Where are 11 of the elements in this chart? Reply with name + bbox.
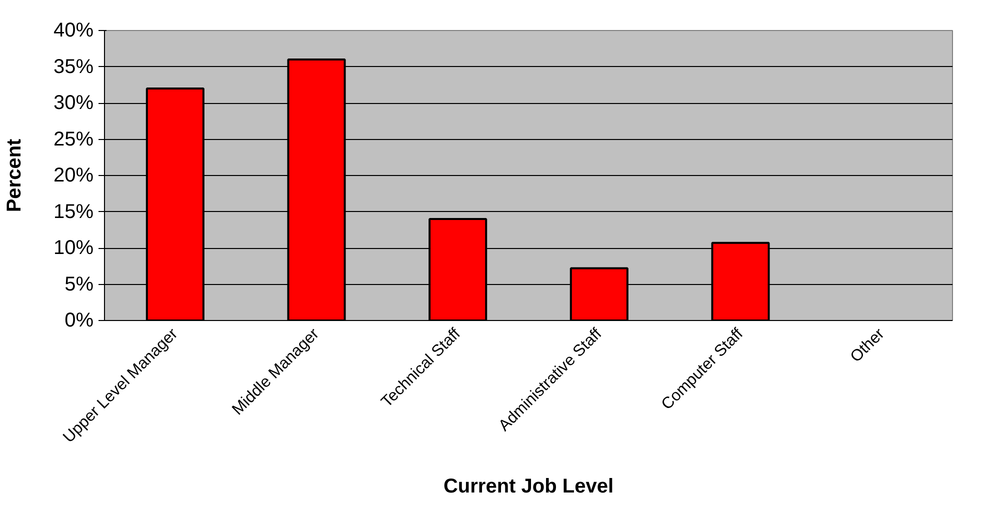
y-tick-label: 15% bbox=[53, 200, 94, 223]
y-tick-label: 30% bbox=[53, 92, 94, 114]
y-tick-label: 40% bbox=[53, 20, 94, 42]
y-tick-label: 5% bbox=[64, 273, 94, 296]
y-tick-label: 20% bbox=[53, 164, 94, 186]
x-axis-title: Current Job Level bbox=[443, 475, 614, 498]
y-tick-label: 10% bbox=[53, 237, 94, 259]
y-tick-label: 0% bbox=[64, 310, 94, 332]
y-tick-label: 35% bbox=[53, 56, 94, 78]
y-tick-label: 25% bbox=[53, 128, 94, 150]
y-axis-title: Percent bbox=[3, 138, 26, 212]
